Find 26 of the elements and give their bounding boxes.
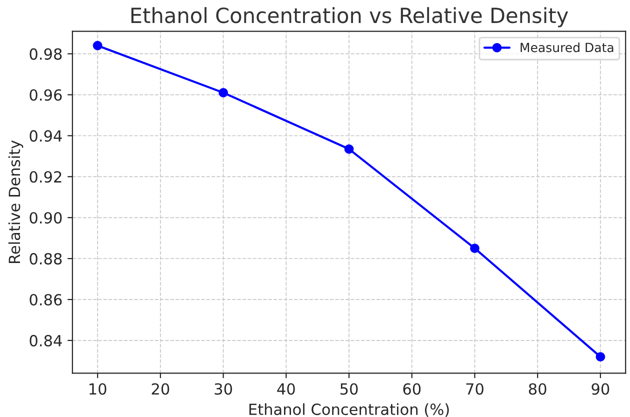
point bbox=[218, 88, 228, 98]
x-axis-title: Ethanol Concentration (%) bbox=[249, 403, 449, 417]
x-tick-label: 50 bbox=[340, 383, 358, 395]
y-tick-label: 0.84 bbox=[30, 334, 62, 346]
x-tick-label: 80 bbox=[528, 383, 546, 395]
x-tick-label: 70 bbox=[466, 383, 484, 395]
x-tick-label: 20 bbox=[152, 383, 170, 395]
legend-label: Measured Data bbox=[520, 42, 614, 52]
point bbox=[470, 244, 480, 253]
point bbox=[344, 144, 354, 154]
y-axis-title: Relative Density bbox=[8, 140, 24, 264]
x-tick-label: 90 bbox=[592, 383, 610, 395]
x-tick-label: 30 bbox=[214, 383, 232, 395]
x-tick-label: 40 bbox=[277, 383, 295, 395]
y-tick-label: 0.92 bbox=[30, 171, 62, 183]
y-tick-label: 0.88 bbox=[30, 253, 62, 265]
y-tick-label: 0.90 bbox=[30, 212, 62, 224]
point bbox=[92, 40, 102, 50]
y-tick-label: 0.98 bbox=[30, 48, 62, 60]
y-tick-label: 0.96 bbox=[30, 89, 62, 101]
chart-title: Ethanol Concentration vs Relative Density bbox=[131, 7, 568, 28]
y-tick-label: 0.94 bbox=[30, 130, 62, 142]
x-tick-label: 10 bbox=[90, 383, 106, 395]
y-tick-label: 0.86 bbox=[30, 294, 62, 306]
x-tick-label: 60 bbox=[403, 383, 421, 395]
point bbox=[596, 352, 606, 362]
